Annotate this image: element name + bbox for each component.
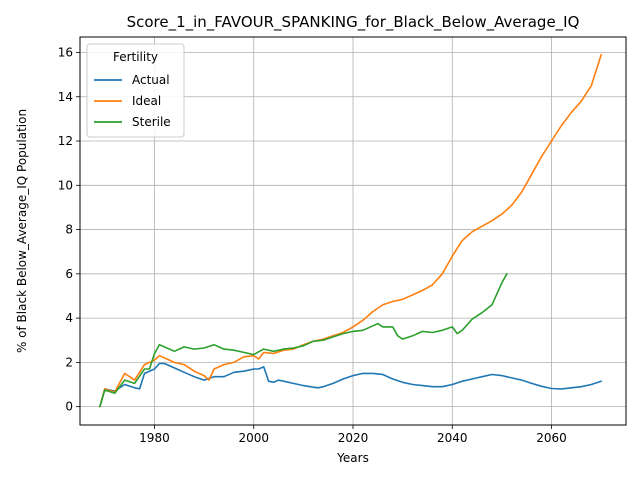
legend-label: Sterile	[132, 115, 171, 129]
chart-title: Score_1_in_FAVOUR_SPANKING_for_Black_Bel…	[127, 13, 580, 32]
series-line-ideal	[99, 53, 603, 408]
legend-entries: Actual Ideal Sterile	[94, 73, 171, 129]
series-line-sterile	[99, 272, 508, 408]
legend-label: Ideal	[132, 94, 161, 108]
y-axis-label: % of Black Below_Average_IQ Population	[15, 109, 29, 353]
y-axis: 0 2 4 6 8 10 12 14 16	[58, 45, 80, 414]
legend-title: Fertility	[113, 50, 158, 64]
legend-frame	[86, 43, 185, 138]
y-tick-label: 14	[58, 90, 73, 104]
y-tick-label: 6	[65, 267, 73, 281]
x-tick-label: 2060	[536, 431, 567, 445]
y-tick-label: 2	[65, 355, 73, 369]
x-tick-label: 2020	[338, 431, 369, 445]
y-tick-label: 10	[58, 178, 73, 192]
grid	[80, 37, 626, 425]
x-axis: 1980 2000 2020 2040 2060	[139, 425, 567, 445]
y-tick-label: 12	[58, 134, 73, 148]
x-tick-label: 1980	[139, 431, 170, 445]
series-layer	[99, 53, 603, 408]
y-tick-label: 16	[58, 45, 73, 59]
y-tick-label: 8	[65, 223, 73, 237]
x-tick-label: 2040	[437, 431, 468, 445]
x-tick-label: 2000	[238, 431, 269, 445]
x-axis-label: Years	[336, 451, 369, 465]
series-line-actual	[99, 362, 603, 408]
y-tick-label: 4	[65, 311, 73, 325]
y-tick-label: 0	[65, 400, 73, 414]
legend: Fertility Actual Ideal Sterile	[86, 43, 185, 138]
legend-label: Actual	[132, 73, 170, 87]
